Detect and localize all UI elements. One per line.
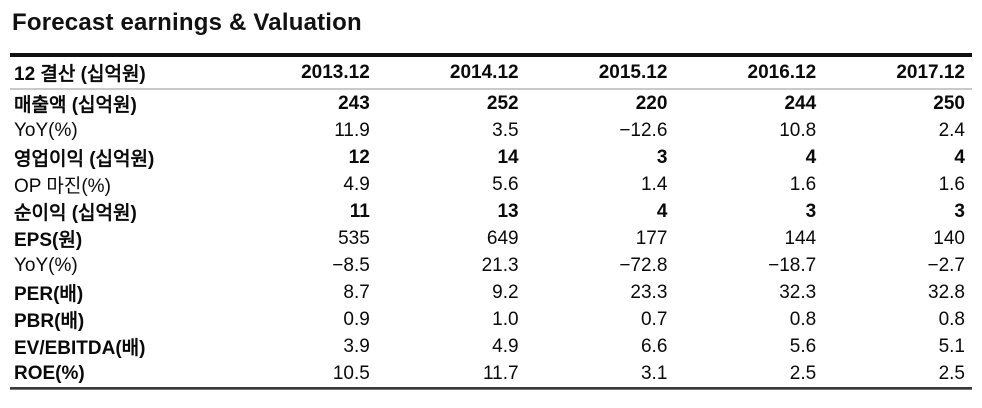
table-row-revenue-yoy: YoY(%) 11.9 3.5 −12.6 10.8 2.4 xyxy=(10,117,972,144)
header-year: 2014.12 xyxy=(376,57,526,90)
table-row-op-margin: OP 마진(%) 4.9 5.6 1.4 1.6 1.6 xyxy=(10,171,972,198)
cell-value: 1.0 xyxy=(492,308,519,330)
header-year: 2013.12 xyxy=(228,57,377,90)
cell-value: 3.1 xyxy=(640,362,668,384)
cell-value: 140 xyxy=(933,227,965,249)
cell-value: 11 xyxy=(349,200,370,222)
cell-value: 1.6 xyxy=(789,173,817,195)
cell-value: 250 xyxy=(933,92,965,114)
table-row-operating-profit: 영업이익 (십억원) 12 14 3 4 4 xyxy=(10,144,972,171)
cell-value: 1.4 xyxy=(640,173,668,195)
row-label: PER(배) xyxy=(14,284,84,305)
page-title: Forecast earnings & Valuation xyxy=(12,9,362,36)
cell-value: 244 xyxy=(784,92,817,114)
cell-value: −8.5 xyxy=(332,254,370,276)
row-label: 매출액 (십억원) xyxy=(14,95,137,116)
cell-value: 21.3 xyxy=(481,254,519,276)
table-row-per: PER(배) 8.7 9.2 23.3 32.3 32.8 xyxy=(10,279,972,306)
cell-value: 5.1 xyxy=(938,335,965,357)
cell-value: 649 xyxy=(486,227,519,249)
cell-value: 23.3 xyxy=(630,281,668,303)
cell-value: 10.5 xyxy=(332,362,370,384)
header-label: 12 결산 (십억원) xyxy=(10,57,228,90)
row-label: 영업이익 (십억원) xyxy=(14,149,155,170)
cell-value: 4 xyxy=(954,146,965,168)
table-bottom-rule xyxy=(10,387,972,390)
cell-value: −12.6 xyxy=(619,119,668,141)
cell-value: −18.7 xyxy=(768,254,817,276)
row-label: EV/EBITDA(배) xyxy=(14,338,146,359)
forecast-valuation-table: 12 결산 (십억원) 2013.12 2014.12 2015.12 2016… xyxy=(10,53,972,387)
cell-value: 8.7 xyxy=(343,281,370,303)
cell-value: 144 xyxy=(784,227,817,249)
cell-value: 3.9 xyxy=(343,335,370,357)
cell-value: 4 xyxy=(805,146,817,168)
row-label: PBR(배) xyxy=(14,311,85,332)
cell-value: 4.9 xyxy=(343,173,370,195)
row-label: EPS(원) xyxy=(14,230,83,251)
cell-value: 3 xyxy=(954,200,965,222)
cell-value: 243 xyxy=(338,92,370,114)
cell-value: −2.7 xyxy=(927,254,965,276)
cell-value: 32.3 xyxy=(779,281,817,303)
table-row-pbr: PBR(배) 0.9 1.0 0.7 0.8 0.8 xyxy=(10,306,972,333)
cell-value: 535 xyxy=(338,227,370,249)
row-label: YoY(%) xyxy=(14,254,78,276)
cell-value: 32.8 xyxy=(928,281,965,303)
cell-value: 220 xyxy=(635,92,668,114)
table-row-eps: EPS(원) 535 649 177 144 140 xyxy=(10,225,972,252)
row-label: OP 마진(%) xyxy=(14,176,111,197)
cell-value: 11.7 xyxy=(483,362,519,384)
cell-value: 9.2 xyxy=(492,281,519,303)
cell-value: 0.8 xyxy=(938,308,965,330)
cell-value: 11.9 xyxy=(334,119,370,141)
table-header-row: 12 결산 (십억원) 2013.12 2014.12 2015.12 2016… xyxy=(10,57,972,90)
cell-value: 2.5 xyxy=(938,362,965,384)
cell-value: 0.9 xyxy=(343,308,370,330)
cell-value: 4.9 xyxy=(492,335,519,357)
cell-value: 252 xyxy=(486,92,519,114)
cell-value: −72.8 xyxy=(619,254,668,276)
header-year: 2016.12 xyxy=(674,57,824,90)
cell-value: 14 xyxy=(497,146,519,168)
row-label: YoY(%) xyxy=(14,119,78,141)
cell-value: 12 xyxy=(348,146,370,168)
cell-value: 2.4 xyxy=(938,119,965,141)
cell-value: 3 xyxy=(656,146,668,168)
cell-value: 177 xyxy=(635,227,668,249)
cell-value: 10.8 xyxy=(779,119,817,141)
data-table: 12 결산 (십억원) 2013.12 2014.12 2015.12 2016… xyxy=(10,57,972,387)
cell-value: 13 xyxy=(497,200,519,222)
table-row-roe: ROE(%) 10.5 11.7 3.1 2.5 2.5 xyxy=(10,360,972,387)
table-row-ev-ebitda: EV/EBITDA(배) 3.9 4.9 6.6 5.6 5.1 xyxy=(10,333,972,360)
cell-value: 3.5 xyxy=(492,119,519,141)
cell-value: 5.6 xyxy=(789,335,817,357)
row-label: 순이익 (십억원) xyxy=(14,203,137,224)
table-row-eps-yoy: YoY(%) −8.5 21.3 −72.8 −18.7 −2.7 xyxy=(10,252,972,279)
cell-value: 0.8 xyxy=(789,308,817,330)
row-label: ROE(%) xyxy=(14,362,85,384)
cell-value: 5.6 xyxy=(492,173,519,195)
cell-value: 2.5 xyxy=(789,362,817,384)
cell-value: 0.7 xyxy=(640,308,668,330)
cell-value: 3 xyxy=(805,200,817,222)
cell-value: 6.6 xyxy=(640,335,668,357)
table-row-revenue: 매출액 (십억원) 243 252 220 244 250 xyxy=(10,89,972,117)
header-year: 2017.12 xyxy=(823,57,972,90)
header-year: 2015.12 xyxy=(525,57,675,90)
table-row-net-profit: 순이익 (십억원) 11 13 4 3 3 xyxy=(10,198,972,225)
cell-value: 4 xyxy=(656,200,668,222)
cell-value: 1.6 xyxy=(938,173,965,195)
